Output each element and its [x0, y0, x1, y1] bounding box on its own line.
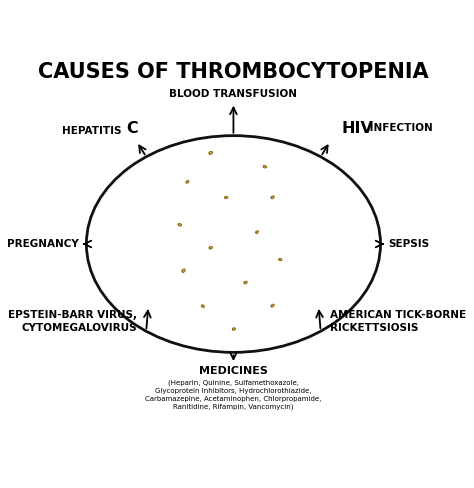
Text: C: C [126, 121, 137, 136]
Text: INFECTION: INFECTION [366, 122, 433, 133]
Polygon shape [279, 258, 282, 261]
Polygon shape [182, 269, 185, 272]
Polygon shape [232, 328, 236, 330]
Polygon shape [209, 151, 213, 154]
Ellipse shape [86, 136, 381, 352]
Text: SEPSIS: SEPSIS [388, 239, 429, 249]
Text: HEPATITIS: HEPATITIS [62, 125, 125, 136]
Polygon shape [271, 196, 274, 199]
Polygon shape [201, 305, 204, 307]
Polygon shape [244, 281, 247, 284]
Polygon shape [271, 304, 274, 307]
Polygon shape [255, 231, 258, 234]
Polygon shape [263, 165, 267, 168]
Text: HIV: HIV [342, 121, 374, 136]
Text: BLOOD TRANSFUSION: BLOOD TRANSFUSION [169, 89, 298, 99]
Text: EPSTEIN-BARR VIRUS,
CYTOMEGALOVIRUS: EPSTEIN-BARR VIRUS, CYTOMEGALOVIRUS [8, 310, 137, 333]
Polygon shape [178, 224, 182, 226]
Text: (Heparin, Quinine, Sulfamethoxazole,
Glycoprotein Inhibitors, Hydrochlorothiazid: (Heparin, Quinine, Sulfamethoxazole, Gly… [145, 380, 322, 410]
Text: MEDICINES: MEDICINES [199, 366, 268, 376]
Polygon shape [225, 196, 228, 199]
Text: AMERICAN TICK-BORNE
RICKETTSIOSIS: AMERICAN TICK-BORNE RICKETTSIOSIS [330, 310, 466, 333]
Text: CAUSES OF THROMBOCYTOPENIA: CAUSES OF THROMBOCYTOPENIA [38, 62, 429, 82]
Text: PREGNANCY: PREGNANCY [7, 239, 79, 249]
Polygon shape [186, 181, 189, 183]
Polygon shape [209, 246, 212, 249]
